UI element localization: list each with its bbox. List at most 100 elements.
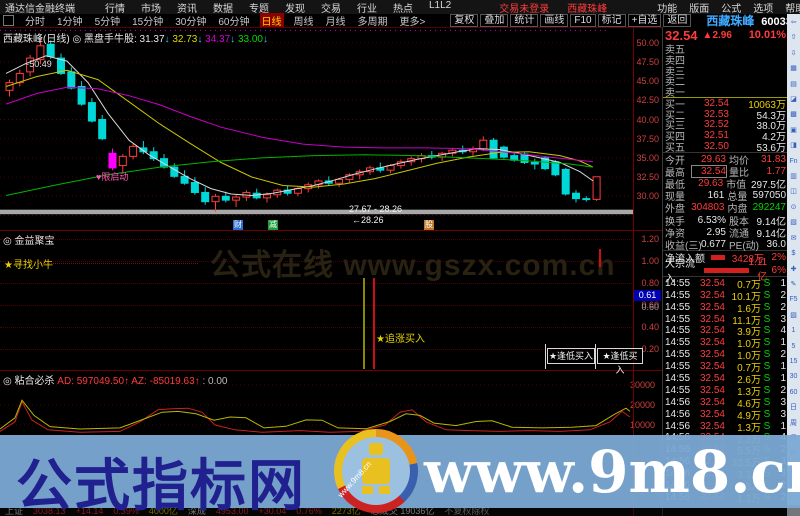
period-tab[interactable]: 60分钟 (218, 17, 250, 28)
indicator-value: 32.73 (172, 34, 198, 45)
menu-item[interactable]: 市场 (141, 3, 161, 15)
strip-tool-button[interactable]: 60 (789, 388, 798, 396)
toolbar-button[interactable]: 标记 (597, 14, 626, 27)
menu-item[interactable]: 热点 (393, 3, 413, 15)
menu-item[interactable]: 功能 (657, 3, 678, 15)
strip-tool-button[interactable]: F5 (789, 296, 798, 304)
strip-tool-button[interactable]: ⇦ (790, 19, 797, 26)
period-tab[interactable]: 更多> (399, 17, 426, 28)
period-tab[interactable]: 15分钟 (132, 17, 164, 28)
menu-item[interactable]: 数据 (213, 3, 233, 15)
strip-tool-button[interactable]: 5 (791, 342, 796, 350)
strip-tool-button[interactable]: ▤ (790, 80, 797, 88)
strip-tool-button[interactable]: ▦ (790, 65, 797, 73)
strip-tool-button[interactable]: ◫ (790, 188, 797, 196)
menu-item[interactable]: 版面 (689, 3, 710, 15)
period-tab[interactable]: 分时 (25, 17, 45, 28)
order-level-label: 卖一 (665, 88, 685, 100)
pane2-title[interactable]: ◎ 金益聚宝 (3, 236, 55, 247)
peak-price-label: ~50.49 (24, 59, 52, 69)
candlestick-chart[interactable] (0, 28, 633, 230)
menu-item[interactable]: 交易 (321, 3, 341, 15)
tick-side: S (763, 408, 771, 420)
stat-row: 外盘 304803 内盘 292247 (663, 202, 788, 215)
tick-time: 14:55 (665, 313, 691, 325)
ma-line (5, 55, 594, 197)
toolbar-actions: 复权 叠加 统计 画线 F10 标记 +自选 返回 (449, 14, 692, 27)
tick-side: S (763, 313, 771, 325)
login-status[interactable]: 交易未登录 (499, 3, 550, 15)
menu-item[interactable]: 选项 (753, 3, 774, 15)
menu-item[interactable]: 专题 (249, 3, 269, 15)
order-row: 买五 32.50 53.6万 (663, 141, 788, 154)
strip-tool-button[interactable]: ⊙ (790, 203, 797, 211)
menu-item[interactable]: 发现 (285, 3, 305, 15)
toolbar-button[interactable]: 叠加 (480, 14, 509, 27)
strip-tool-button[interactable]: 15 (789, 357, 798, 365)
period-tab[interactable]: 月线 (325, 17, 346, 28)
axis-tick: 10000 (629, 420, 655, 430)
signal-bar-red (599, 249, 601, 267)
pane3-header[interactable]: ◎ 粘合必杀 AD: 597049.50↑ AZ: -85019.63↑ : 0… (3, 372, 227, 387)
menu-item[interactable]: 帮助 (785, 3, 800, 15)
event-flag-icon[interactable]: 减 (268, 220, 278, 230)
strip-tool-button[interactable]: ✉ (790, 234, 797, 242)
strip-tool-button[interactable]: ⇧ (790, 34, 797, 42)
menu-item[interactable]: 公式 (721, 3, 742, 15)
active-stock-label[interactable]: 西藏珠峰 (567, 3, 608, 15)
dip-buy-box: ★逢低买入 (597, 348, 643, 375)
period-tab[interactable]: 多周期 (357, 17, 388, 28)
strip-tool-button[interactable]: ✚ (790, 265, 797, 273)
period-tab[interactable]: 30分钟 (175, 17, 207, 28)
toolbar-button[interactable]: 复权 (450, 14, 479, 27)
menu-item[interactable]: L1L2 (429, 0, 452, 11)
tick-time: 14:55 (665, 349, 691, 361)
strip-tool-button[interactable]: 1 (791, 327, 796, 335)
strip-tool-button[interactable]: ▩ (790, 111, 797, 119)
status-item: 上证 (5, 506, 24, 516)
strip-tool-button[interactable]: ✎ (790, 280, 797, 288)
tick-row: 14:55 32.54 0.7万 S 1 (663, 361, 788, 374)
status-item: 4000亿 (148, 506, 178, 516)
period-tab[interactable]: 5分钟 (94, 17, 121, 28)
c-value: : 0.00 (202, 376, 228, 387)
menu-item[interactable]: 行情 (105, 3, 125, 15)
quote-panel: 32.54 ▲2.96 10.01% 卖五 卖四 卖三 卖二 卖一 买一 32.54 100… (662, 27, 788, 516)
strip-tool-button[interactable]: ▥ (790, 173, 797, 181)
toolbar-button[interactable]: F10 (570, 14, 596, 27)
menu-item[interactable]: 行业 (357, 3, 377, 15)
chart-area[interactable]: 西藏珠峰(日线) ◎ 黑盘手牛股: 31.37↓ 32.73↓ 34.37↓ 3… (0, 27, 662, 516)
toolbar-button[interactable]: 画线 (540, 14, 569, 27)
strip-tool-button[interactable]: Fn (789, 157, 798, 165)
watermark-left-text: 公式指标网 (16, 454, 306, 516)
sub-indicator-chart[interactable] (0, 384, 633, 444)
stat-label: 今开 (665, 155, 685, 167)
period-tab[interactable]: 周线 (293, 17, 314, 28)
tick-side: S (763, 325, 771, 337)
stat-label: 市值 (726, 179, 747, 191)
period-tab[interactable]: 日线 (259, 13, 284, 28)
menu-item[interactable]: 资讯 (177, 3, 197, 15)
toolbar-button[interactable]: 返回 (663, 14, 692, 27)
strip-tool-button[interactable]: 周 (790, 419, 797, 427)
strip-tool-button[interactable]: ⇩ (790, 49, 797, 57)
strip-tool-button[interactable]: 日 (790, 404, 797, 412)
tick-side: S (763, 396, 771, 408)
strip-tool-button[interactable]: ◨ (790, 142, 797, 150)
strip-tool-button[interactable]: ▨ (790, 311, 797, 319)
flow-pct: 6% (771, 264, 786, 276)
layout-icon[interactable] (3, 15, 14, 26)
toolbar-button[interactable]: 统计 (510, 14, 539, 27)
tick-price: 32.54 (699, 301, 725, 313)
order-row: 买四 32.51 4.2万 (663, 130, 788, 143)
candle-body (67, 71, 76, 89)
strip-tool-button[interactable]: ◪ (790, 96, 797, 104)
event-flag-icon[interactable]: 股 (424, 220, 434, 230)
strip-tool-button[interactable]: ▧ (790, 219, 797, 227)
toolbar-button[interactable]: +自选 (627, 14, 662, 27)
strip-tool-button[interactable]: $ (791, 250, 796, 258)
event-flag-icon[interactable]: 财 (233, 220, 243, 230)
strip-tool-button[interactable]: 30 (789, 373, 798, 381)
period-tab[interactable]: 1分钟 (57, 17, 83, 28)
strip-tool-button[interactable]: ▣ (790, 126, 797, 134)
